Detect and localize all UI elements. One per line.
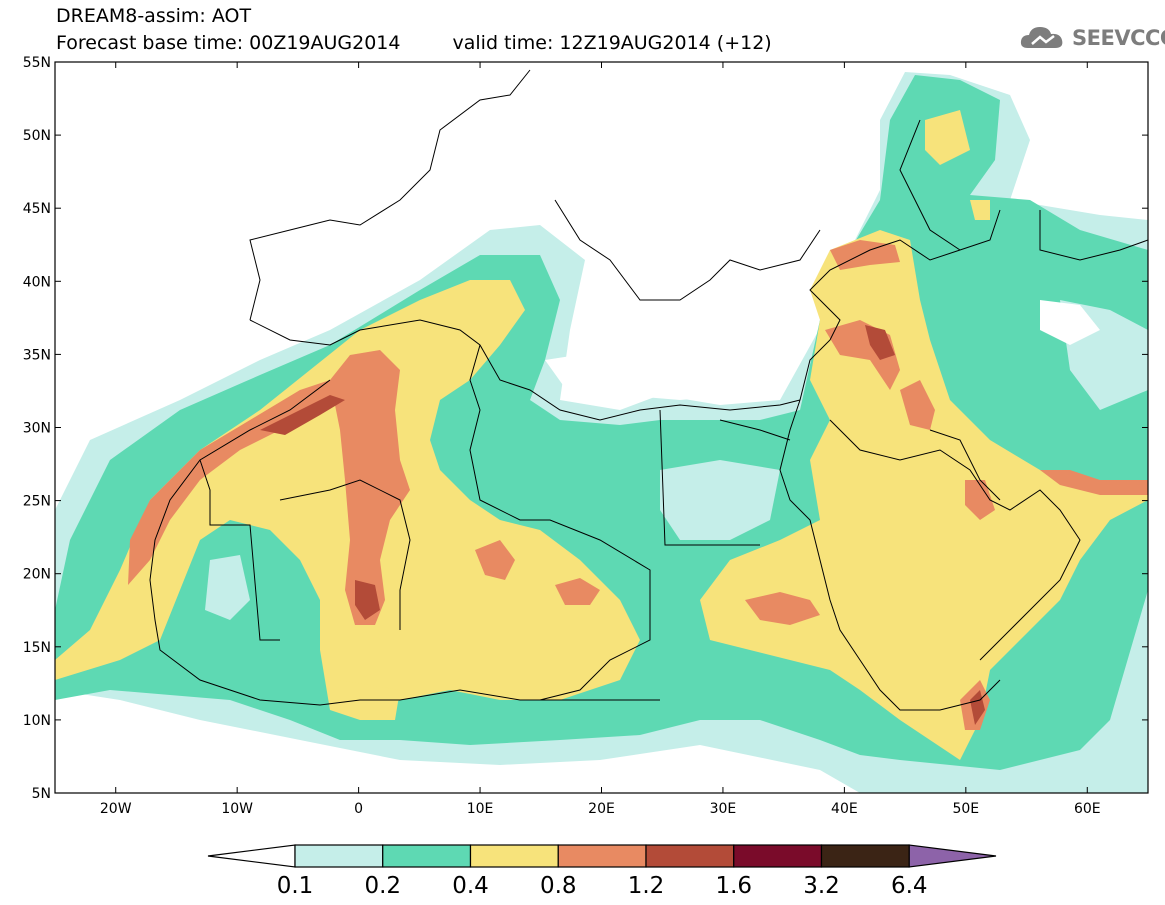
cloud-logo-icon [1020, 27, 1063, 48]
map-title: DREAM8-assim: AOT [56, 5, 252, 27]
lon-tick-label: 0 [354, 801, 363, 817]
logo-text: SEEVCCC [1072, 26, 1165, 50]
colorbar-bin [469, 844, 559, 868]
lat-tick-label: 15N [23, 640, 51, 656]
lon-tick-label: 10W [221, 801, 253, 817]
lon-tick-label: 50E [952, 801, 979, 817]
map-subtitle: Forecast base time: 00Z19AUG2014 valid ti… [56, 33, 772, 53]
latitude-axis: 5N 10N 15N 20N 25N 30N 35N 40N 45N 50N 55N [23, 55, 1148, 802]
aot-field [55, 62, 1148, 793]
colorbar-bin [382, 844, 472, 868]
colorbar-level-label: 0.1 [277, 873, 314, 899]
lon-tick-label: 40E [831, 801, 858, 817]
valid-time: valid time: 12Z19AUG2014 (+12) [452, 32, 772, 54]
lat-tick-label: 25N [23, 494, 51, 510]
colorbar-under-triangle [207, 844, 296, 868]
lon-tick-label: 20E [588, 801, 615, 817]
colorbar-bin [645, 844, 735, 868]
longitude-axis: 20W 10W 0 10E 20E 30E 40E 50E 60E [100, 62, 1101, 817]
seevccc-logo: SEEVCCC [1018, 22, 1165, 54]
colorbar-level-label: 6.4 [891, 873, 928, 899]
colorbar: 0.1 0.2 0.4 0.8 1.2 1.6 3.2 6.4 [207, 844, 997, 899]
colorbar-bin [733, 844, 823, 868]
lon-tick-label: 60E [1074, 801, 1101, 817]
lat-tick-label: 20N [23, 567, 51, 583]
lat-tick-label: 45N [23, 201, 51, 217]
colorbar-level-label: 0.4 [452, 873, 489, 899]
lat-tick-label: 50N [23, 128, 51, 144]
lat-tick-label: 30N [23, 421, 51, 437]
colorbar-level-label: 1.6 [715, 873, 752, 899]
colorbar-level-label: 0.8 [540, 873, 577, 899]
lat-tick-label: 35N [23, 347, 51, 363]
colorbar-bin [294, 844, 384, 868]
colorbar-bin [820, 844, 910, 868]
lat-tick-label: 5N [32, 786, 51, 802]
colorbar-bin [557, 844, 647, 868]
country-borders [149, 69, 1148, 711]
lon-tick-label: 20W [100, 801, 132, 817]
colorbar-level-label: 3.2 [803, 873, 840, 899]
colorbar-level-label: 0.2 [364, 873, 401, 899]
lat-tick-label: 40N [23, 274, 51, 290]
base-time: Forecast base time: 00Z19AUG2014 [56, 32, 401, 54]
lon-tick-label: 30E [710, 801, 737, 817]
lat-tick-label: 55N [23, 55, 51, 71]
lon-tick-label: 10E [467, 801, 494, 817]
colorbar-level-label: 1.2 [628, 873, 665, 899]
lat-tick-label: 10N [23, 713, 51, 729]
colorbar-over-triangle [908, 844, 997, 868]
